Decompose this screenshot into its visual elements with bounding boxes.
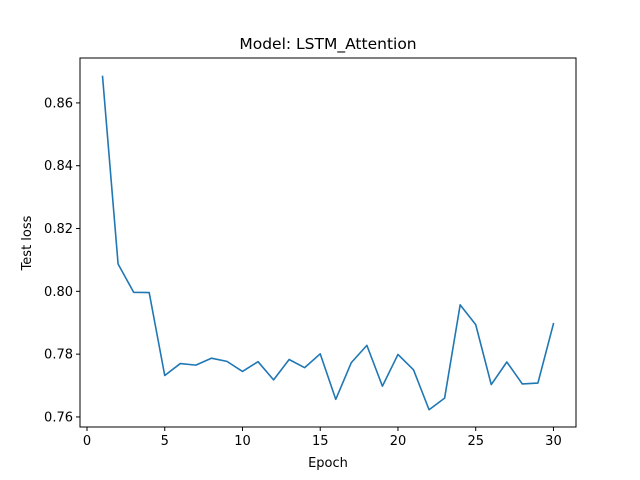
y-tick-label: 0.82 xyxy=(44,222,73,237)
chart-title: Model: LSTM_Attention xyxy=(239,35,416,54)
x-axis-label: Epoch xyxy=(308,456,348,471)
x-tick-label: 0 xyxy=(83,434,91,449)
x-tick-label: 10 xyxy=(234,434,251,449)
y-tick-label: 0.76 xyxy=(44,410,73,425)
x-tick-label: 15 xyxy=(312,434,329,449)
y-axis: 0.76 0.78 0.80 0.82 0.84 0.86 xyxy=(44,96,80,425)
x-tick-label: 25 xyxy=(467,434,484,449)
plot-area xyxy=(101,75,555,411)
axes-frame xyxy=(79,57,577,428)
y-axis-label: Test loss xyxy=(20,215,35,271)
y-tick-label: 0.86 xyxy=(44,96,73,111)
y-tick-label: 0.80 xyxy=(44,285,73,300)
y-tick-label: 0.84 xyxy=(44,159,73,174)
x-tick-label: 30 xyxy=(545,434,562,449)
x-tick-label: 20 xyxy=(390,434,407,449)
y-tick-label: 0.78 xyxy=(44,348,73,363)
series-line xyxy=(101,75,555,411)
x-axis: 0 5 10 15 20 25 30 xyxy=(83,427,562,449)
x-tick-label: 5 xyxy=(161,434,169,449)
